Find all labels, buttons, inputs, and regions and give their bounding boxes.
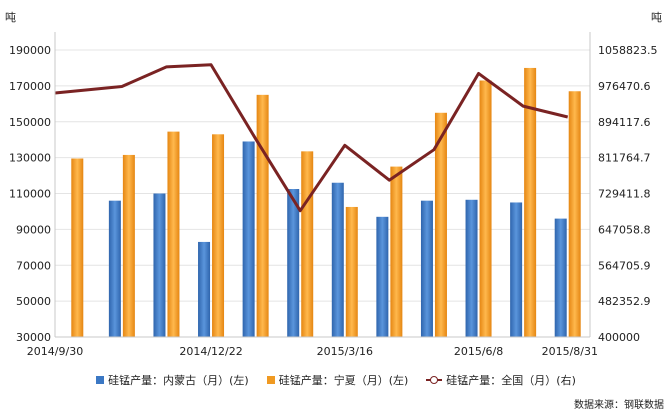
bar-nei-menggu <box>287 189 300 337</box>
bar-ningxia <box>568 91 581 337</box>
bar-nei-menggu <box>198 241 211 337</box>
bar-ningxia <box>167 131 180 337</box>
right-tick-label: 976470.6 <box>598 80 651 93</box>
bar-ningxia <box>301 151 314 337</box>
legend-label-ningxia: 硅锰产量：宁夏（月）(左) <box>278 374 409 387</box>
x-axis-ticks: 2014/9/30 2014/12/22 2015/3/16 2015/6/8 2015… <box>27 345 598 358</box>
left-tick-label: 170000 <box>9 80 51 93</box>
bars <box>71 67 581 338</box>
legend-item-national[interactable]: 硅锰产量：全国（月）(右) <box>426 372 576 388</box>
x-tick-label: 2015/6/8 <box>454 345 503 358</box>
left-tick-label: 50000 <box>16 295 51 308</box>
gridlines <box>55 49 590 302</box>
x-tick-label: 2015/8/31 <box>542 345 598 358</box>
legend-item-nei-menggu[interactable]: 硅锰产量：内蒙古（月）(左) <box>96 372 249 388</box>
bar-nei-menggu <box>331 182 344 337</box>
line-series <box>54 63 569 213</box>
right-tick-label: 482352.9 <box>598 295 651 308</box>
right-tick-label: 729411.8 <box>598 187 651 200</box>
right-tick-label: 564705.9 <box>598 259 651 272</box>
legend-swatch-ningxia <box>266 376 275 384</box>
bar-nei-menggu <box>376 216 389 337</box>
left-unit-label: 吨 <box>5 11 16 24</box>
left-tick-label: 70000 <box>16 259 51 272</box>
bar-ningxia <box>524 67 537 337</box>
bar-ningxia <box>122 154 135 337</box>
right-tick-label: 894117.6 <box>598 116 651 129</box>
bar-nei-menggu <box>465 199 478 337</box>
right-axis-ticks: 1058823.5 976470.6 894117.6 811764.7 729411.… <box>598 44 658 344</box>
bar-ningxia <box>71 158 84 337</box>
left-tick-label: 150000 <box>9 116 51 129</box>
bar-nei-menggu <box>153 193 166 337</box>
right-tick-label: 647058.8 <box>598 223 651 236</box>
left-tick-label: 30000 <box>16 331 51 344</box>
left-tick-label: 90000 <box>16 223 51 236</box>
left-axis-ticks: 190000 170000 150000 130000 110000 90000 70000… <box>9 44 51 344</box>
bar-nei-menggu <box>242 141 255 337</box>
bar-ningxia <box>345 206 358 337</box>
right-tick-label: 1058823.5 <box>598 44 658 57</box>
left-tick-label: 130000 <box>9 152 51 165</box>
legend-label-national: 硅锰产量：全国（月）(右) <box>446 374 576 387</box>
x-tick-label: 2014/9/30 <box>27 345 83 358</box>
bar-ningxia <box>479 80 492 338</box>
x-tick-label: 2014/12/22 <box>179 345 242 358</box>
bar-ningxia <box>390 166 403 337</box>
legend-label-nei-menggu: 硅锰产量：内蒙古（月）(左) <box>108 374 249 387</box>
legend-swatch-nei-menggu <box>96 376 105 384</box>
bar-ningxia <box>212 134 225 337</box>
legend-item-ningxia[interactable]: 硅锰产量：宁夏（月）(左) <box>266 372 409 388</box>
data-source-note: 数据来源：钢联数据 <box>574 400 664 411</box>
bar-ningxia <box>256 94 269 337</box>
line-national <box>54 63 569 213</box>
x-tick-label: 2015/3/16 <box>317 345 373 358</box>
right-unit-label: 吨 <box>651 11 662 24</box>
bar-nei-menggu <box>420 200 433 337</box>
legend: 硅锰产量：内蒙古（月）(左) 硅锰产量：宁夏（月）(左) 硅锰产量：全国（月）(… <box>0 372 672 388</box>
bar-nei-menggu <box>108 200 121 337</box>
left-tick-label: 110000 <box>9 188 51 201</box>
bar-ningxia <box>434 112 447 337</box>
right-tick-label: 811764.7 <box>598 152 651 165</box>
bar-nei-menggu <box>554 218 567 337</box>
legend-swatch-national <box>426 375 443 385</box>
right-tick-label: 400000 <box>598 331 640 344</box>
bar-nei-menggu <box>510 202 523 337</box>
left-tick-label: 190000 <box>9 44 51 57</box>
